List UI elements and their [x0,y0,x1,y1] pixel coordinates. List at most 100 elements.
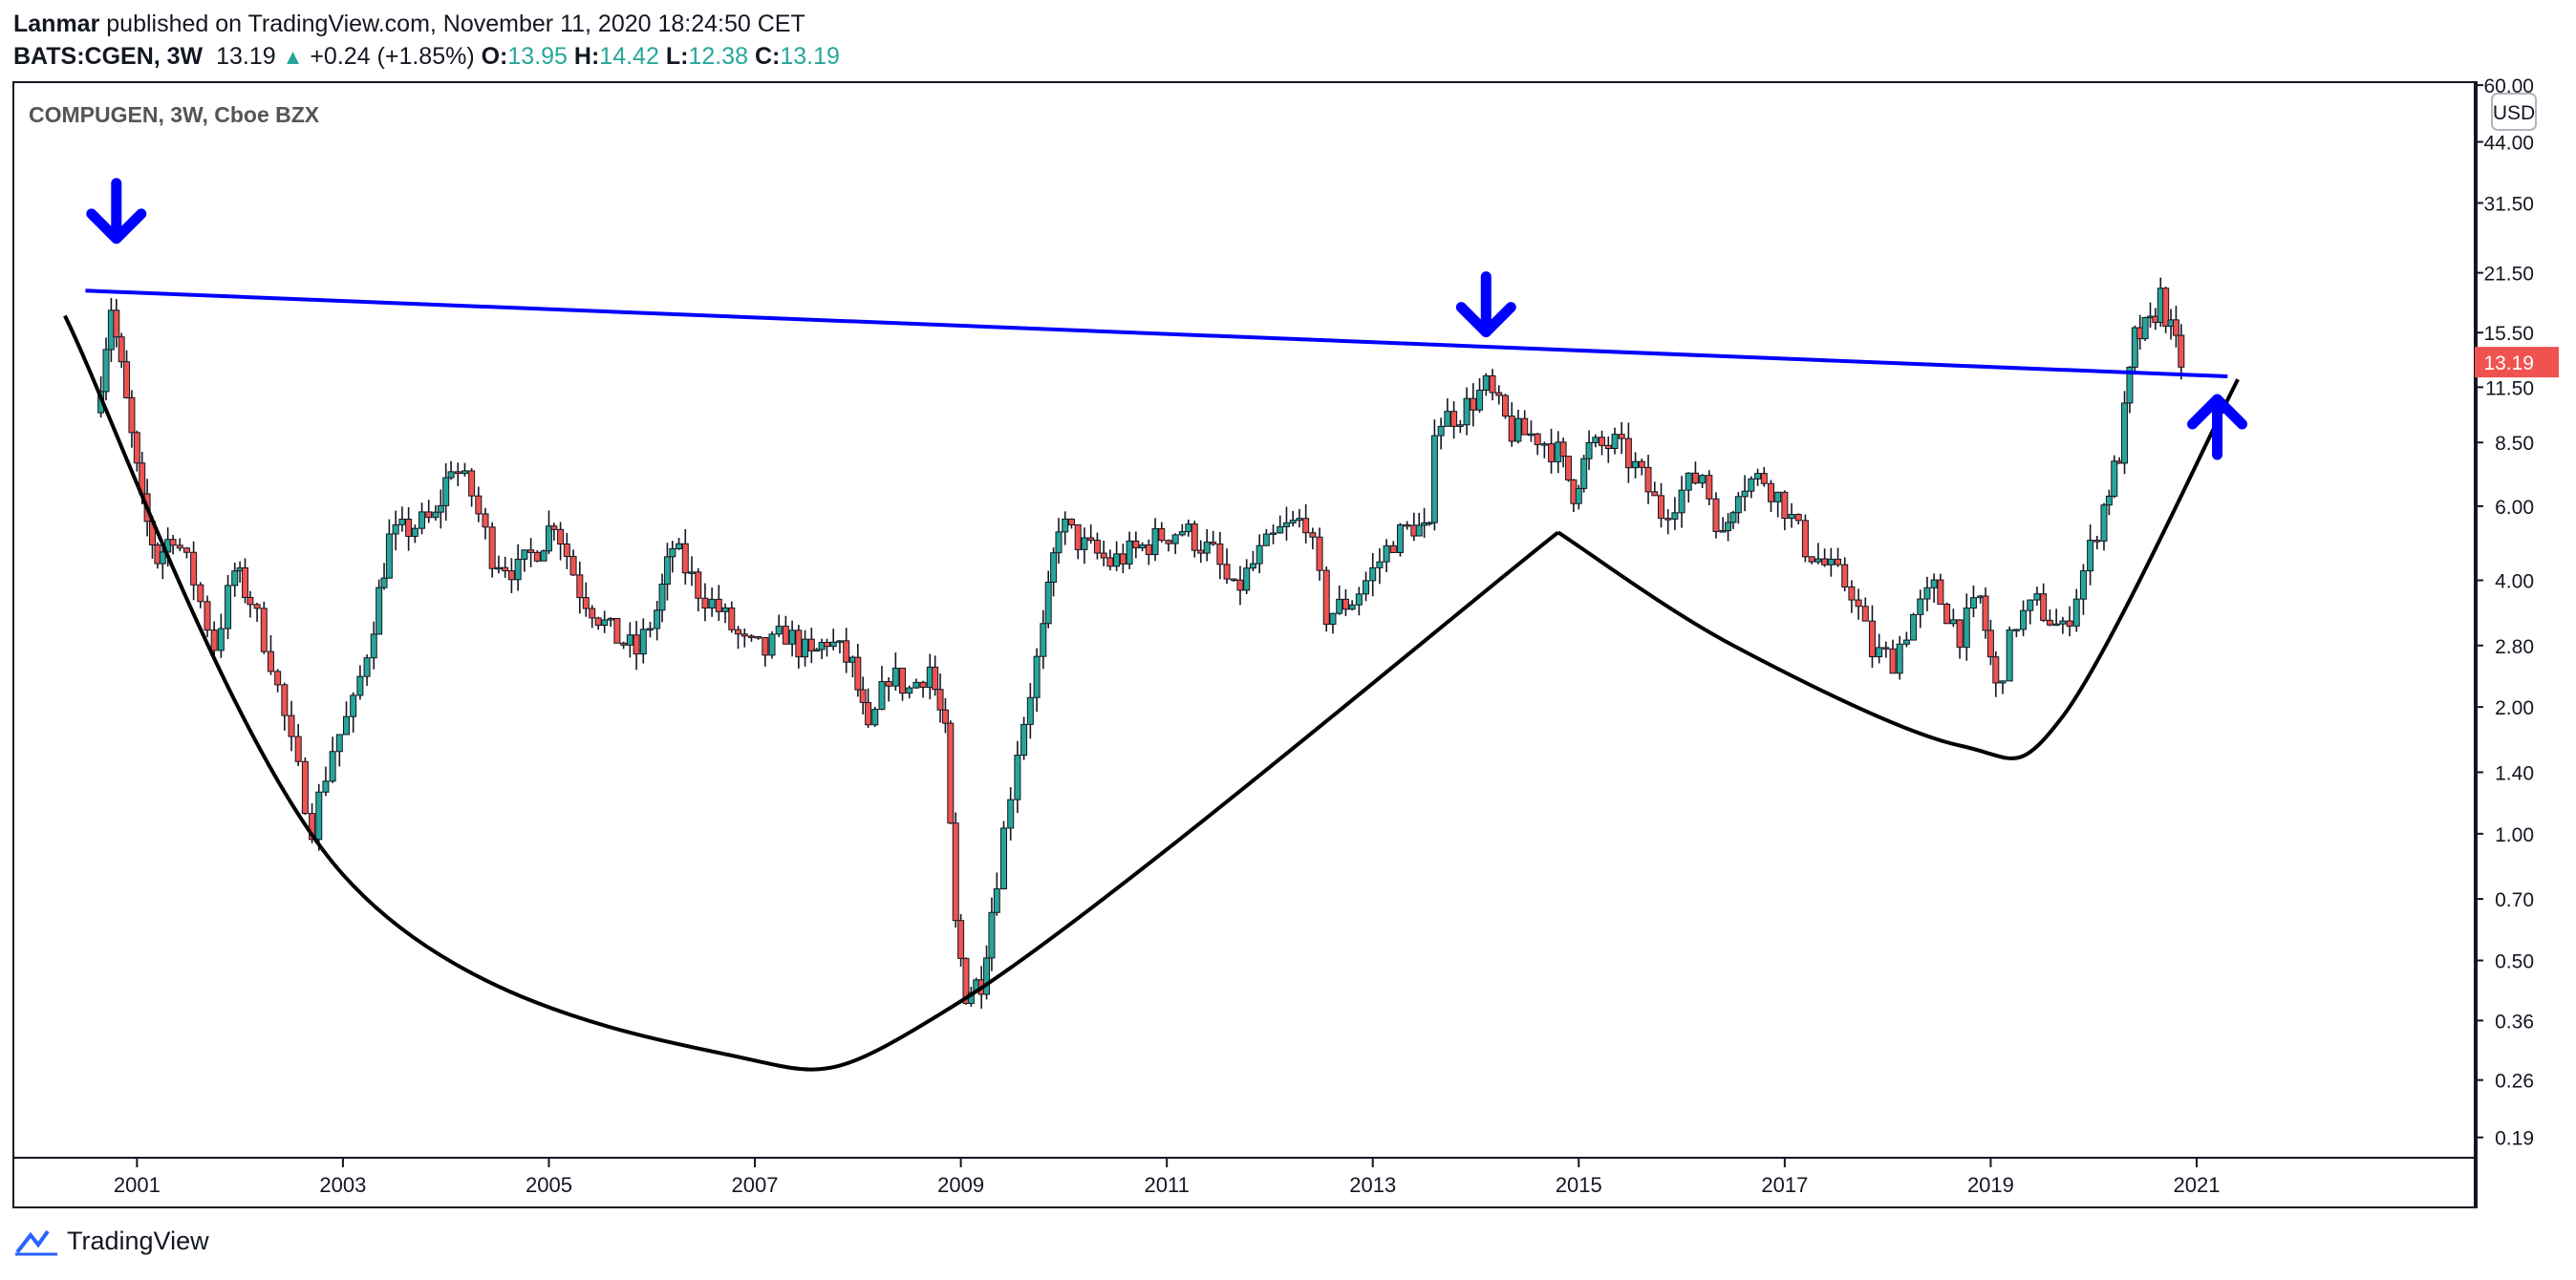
candle-body [1437,425,1445,437]
candle-body [1100,552,1107,559]
candle-body [1020,723,1028,757]
candle-body [885,681,892,687]
candle-body [1158,527,1166,542]
ohlc-line: BATS:CGEN, 3W 13.19 ▲ +0.24 (+1.85%) O:1… [13,40,840,74]
tradingview-logo[interactable]: TradingView [13,1227,209,1256]
author-name[interactable]: Lanmar [13,11,100,37]
candle-body [335,734,343,753]
chart-header: Lanmar published on TradingView.com, Nov… [13,8,840,74]
candle-body [315,791,323,841]
x-tick-label: 2019 [1967,1173,2014,1197]
candle-body [601,619,609,627]
price-axis[interactable]: 60.00 44.00 31.50 21.50 15.50 11.50 8.50 6.00 4.… [2475,75,2534,1150]
candle-body [721,607,729,612]
candle-body [823,642,830,648]
candle-body [620,642,628,646]
candle-body [2087,540,2094,572]
close-label: C: [754,43,781,70]
candle-body [370,633,377,659]
candle-body [380,577,388,588]
candle-body [1889,648,1897,674]
candle-body [1861,606,1869,622]
candle-body [813,649,821,651]
candle-body [1902,639,1910,645]
candle-body [1040,623,1047,657]
candle-body [728,607,736,630]
candle-body [123,361,131,398]
candle-body [495,566,503,570]
candle-body [613,617,621,644]
candle-body [197,584,204,603]
candle-body [1489,374,1496,394]
candle-body [1151,527,1159,556]
candle-body [1956,619,1964,649]
candle-body [376,587,383,635]
candle-body [1534,433,1541,445]
y-tick-label: 4.00 [2495,570,2534,592]
candle-body [1329,612,1337,626]
candle-body [1982,595,1989,631]
candle-body [1223,564,1231,580]
candle-body [1355,593,1363,606]
candle-body [204,601,211,631]
candle-body [1000,827,1008,890]
cup-curve[interactable] [63,314,1559,1072]
candle-body [1540,443,1548,446]
candle-body [788,629,796,645]
candle-body [550,525,558,530]
candle-body [626,634,633,646]
last-price-tag: 13.19 [2475,347,2559,378]
arrow-down-icon[interactable] [1455,271,1516,338]
candle-body [514,558,522,581]
candle-body [735,629,742,635]
y-tick-label: 1.40 [2495,762,2534,784]
arrow-down-icon[interactable] [86,178,147,245]
candle-body [795,629,803,658]
high-value: 14.42 [599,43,659,70]
publish-info: published on TradingView.com, November 1… [106,11,805,37]
candle-body [1521,417,1529,436]
candle-body [607,617,614,621]
x-tick-label: 2017 [1761,1173,1808,1197]
currency-badge[interactable] [2491,93,2537,131]
candle-body [1923,587,1931,600]
candle-body [1191,523,1198,551]
candle-body [210,629,218,651]
resistance-trendline[interactable] [85,288,2228,379]
candle-body [639,629,647,655]
candle-body [983,957,991,995]
candle-body [1495,392,1503,396]
candle-body [1699,475,1707,484]
candle-body [741,633,748,637]
candle-body [1638,460,1645,468]
candle-body [2066,620,2073,627]
candle-body [1178,531,1186,536]
candle-body [1081,537,1088,550]
candle-body [1514,417,1522,442]
candle-body [936,689,944,711]
symbol-label[interactable]: BATS:CGEN, 3W [13,43,204,70]
handle-curve[interactable] [1556,378,2240,760]
time-axis[interactable]: 2001 2003 2005 2007 2009 2011 2013 2015 2017 2019… [114,1158,2221,1197]
candle-body [878,681,886,711]
y-tick-label: 15.50 [2483,323,2534,345]
candle-body [281,684,289,716]
arrow-up-icon[interactable] [2187,394,2248,460]
candle-body [1821,558,1829,565]
candle-body [1848,586,1856,601]
candle-body [1774,491,1782,502]
candle-body [1855,599,1862,608]
candle-body [688,571,696,574]
x-tick-label: 2015 [1556,1173,1602,1197]
y-tick-label: 44.00 [2483,133,2534,155]
candle-body [1316,536,1323,571]
candle-body [1767,482,1774,502]
candle-body [1026,696,1034,725]
candle-body [1910,613,1918,641]
candle-body [468,470,476,497]
candle-body [356,675,364,696]
x-tick-label: 2001 [114,1173,161,1197]
up-triangle-icon: ▲ [282,45,304,69]
candle-body [1106,557,1114,567]
